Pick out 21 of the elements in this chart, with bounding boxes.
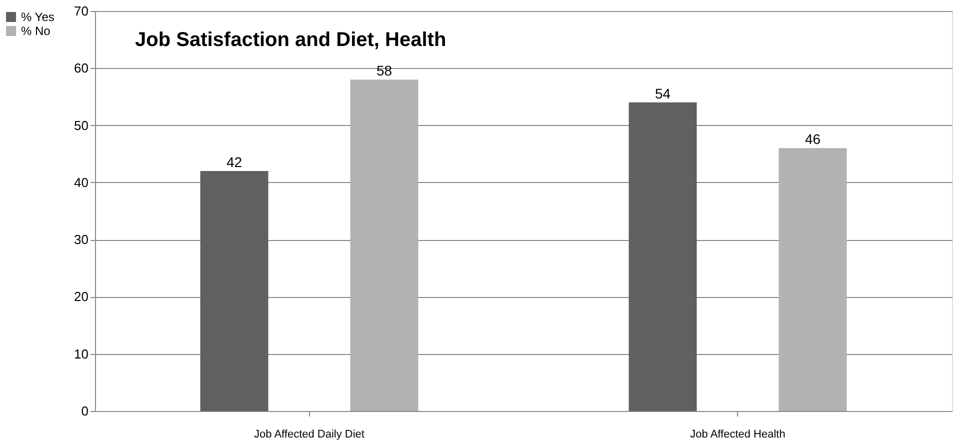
data-label: 54 — [654, 85, 671, 102]
y-tick-label: 20 — [74, 289, 88, 304]
y-tick-label: 40 — [74, 174, 88, 190]
y-tick-label: 60 — [74, 60, 88, 76]
data-label: 42 — [226, 154, 242, 170]
bar — [200, 171, 268, 411]
legend-label: % Yes — [21, 10, 54, 24]
y-tick-label: 10 — [74, 346, 88, 362]
x-tick-label: Job Affected Daily Diet — [254, 428, 364, 440]
data-label: 46 — [804, 131, 821, 148]
text: Job Satisfaction and Diet, Health — [135, 29, 446, 51]
data-label: 58 — [376, 62, 392, 79]
y-tick-label: 30 — [74, 232, 88, 248]
legend-label: % No — [21, 24, 51, 38]
bar — [778, 148, 847, 411]
x-tick-label: Job Affected Health — [690, 428, 786, 440]
y-tick-label: 50 — [74, 118, 88, 133]
y-tick-label: 0 — [81, 404, 88, 418]
bar — [628, 102, 697, 411]
bar — [350, 80, 418, 411]
y-tick-label: 70 — [74, 4, 88, 18]
